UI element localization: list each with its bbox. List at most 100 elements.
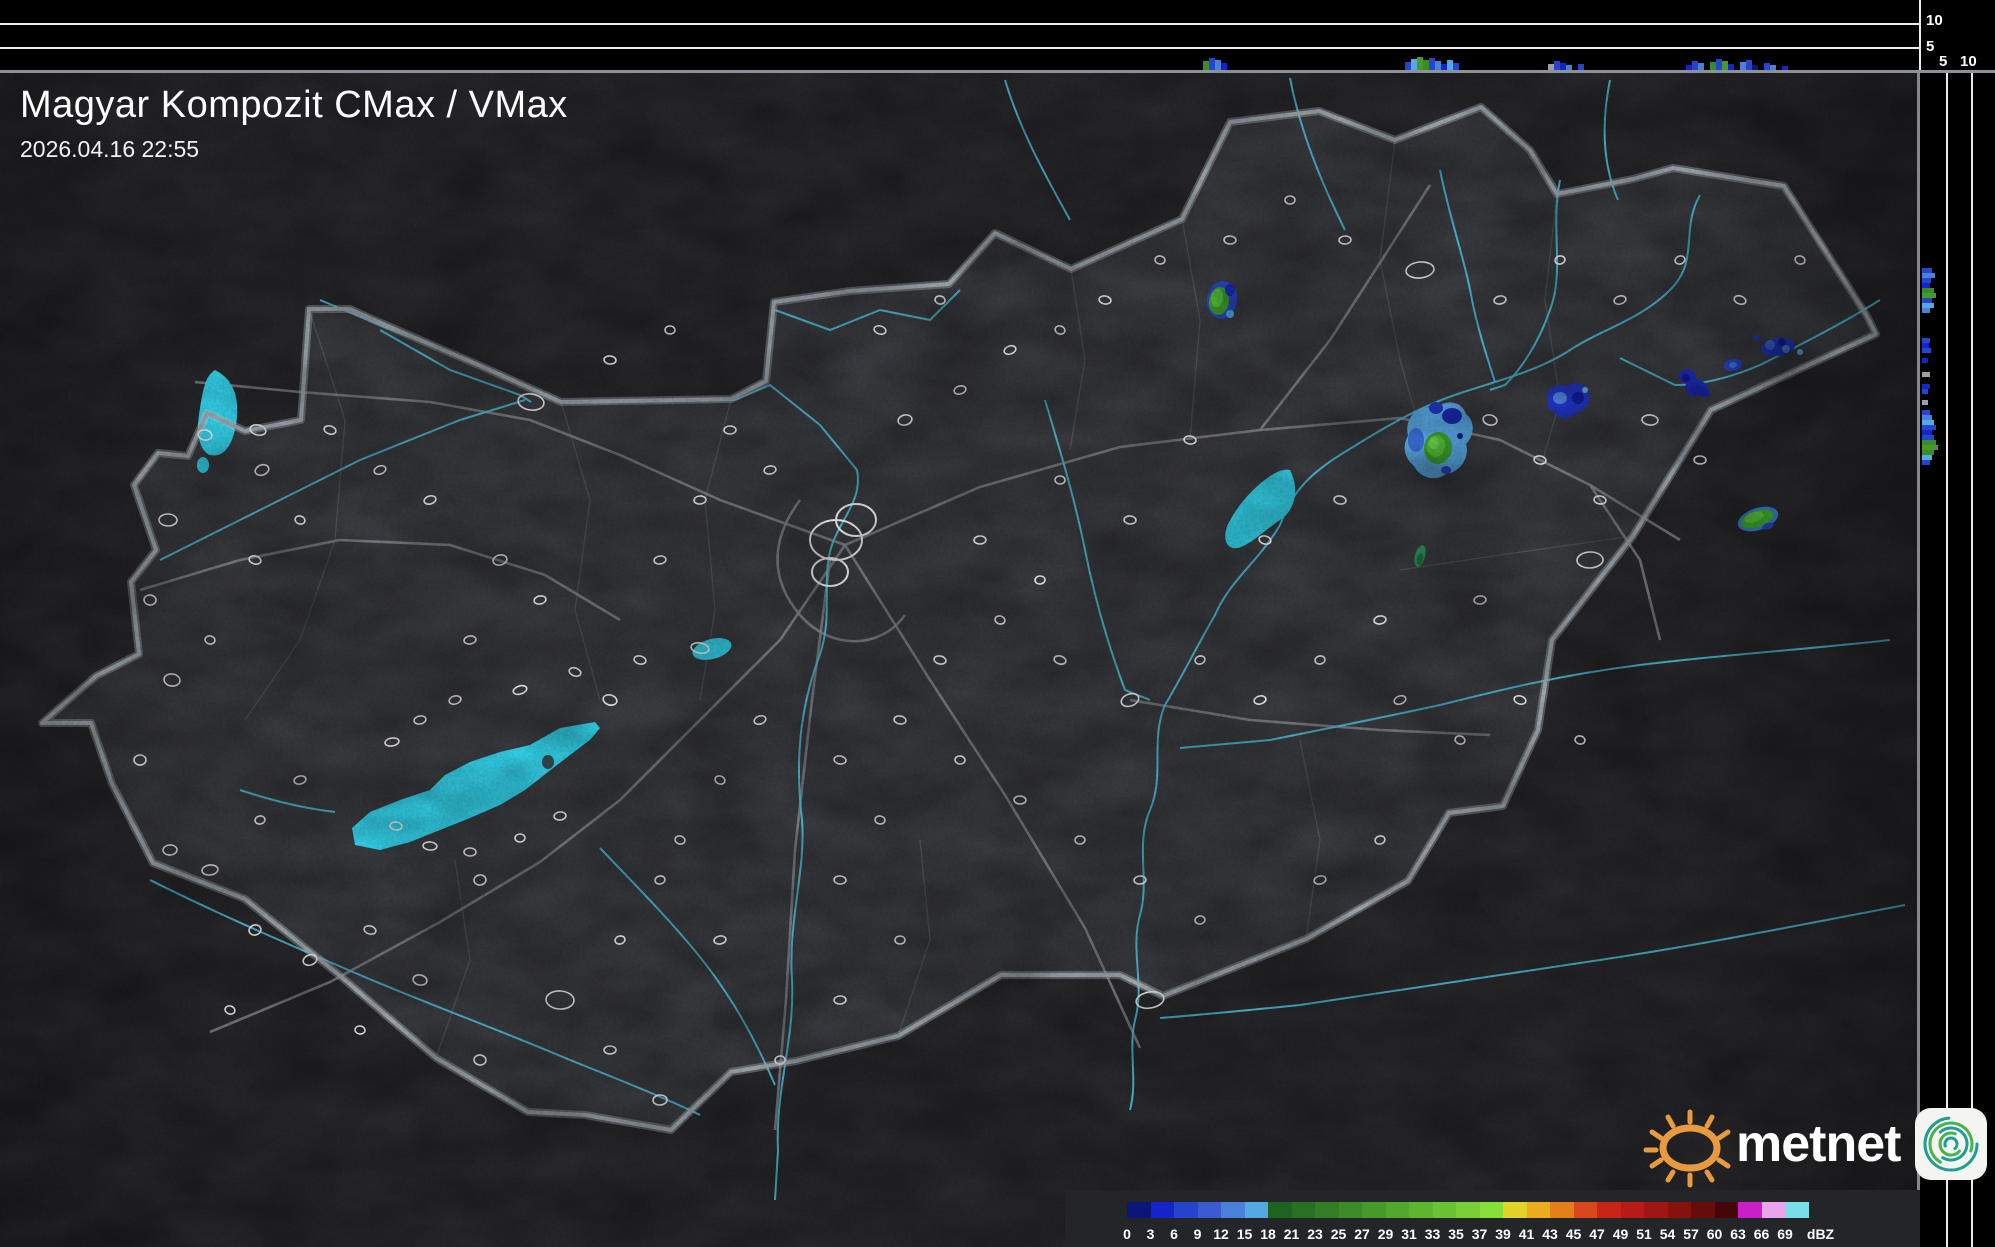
right-profile-cell bbox=[1922, 283, 1930, 288]
dbz-tick-label: 49 bbox=[1612, 1226, 1629, 1242]
right-profile-cell bbox=[1922, 358, 1928, 363]
right-profile-cell bbox=[1922, 445, 1938, 450]
right-axis-label-5: 5 bbox=[1939, 53, 1948, 70]
dbz-color-cell bbox=[1221, 1202, 1245, 1218]
top-profile-cell bbox=[1453, 63, 1459, 70]
right-profile-cell bbox=[1922, 420, 1934, 425]
top-profile-cell bbox=[1578, 64, 1584, 70]
top-profile-cell bbox=[1423, 60, 1429, 70]
top-profile-cell bbox=[1722, 61, 1728, 70]
right-profile-cell bbox=[1922, 389, 1928, 394]
right-profile-cell bbox=[1922, 415, 1932, 420]
right-profile-cell bbox=[1922, 455, 1932, 460]
map-right-border-line bbox=[1917, 72, 1920, 1247]
dbz-unit-label: dBZ bbox=[1806, 1226, 1835, 1242]
top-profile-cell bbox=[1435, 61, 1441, 70]
dbz-color-cell bbox=[1174, 1202, 1198, 1218]
metnet-logo: metnet bbox=[1638, 1098, 1988, 1190]
right-profile-cell bbox=[1922, 348, 1931, 353]
top-profile-cell bbox=[1770, 65, 1776, 70]
dbz-tick-label: 23 bbox=[1307, 1226, 1323, 1242]
dbz-color-cell bbox=[1338, 1202, 1362, 1218]
map-top-border-line bbox=[0, 70, 1995, 73]
top-axis-label-5: 5 bbox=[1926, 38, 1935, 55]
dbz-color-cell bbox=[1761, 1202, 1785, 1218]
top-profile-cell bbox=[1746, 60, 1752, 70]
dbz-tick-label: 25 bbox=[1330, 1226, 1347, 1242]
dbz-color-cell bbox=[1573, 1202, 1597, 1218]
dbz-tick-label: 18 bbox=[1260, 1226, 1276, 1242]
dbz-color-cell bbox=[1526, 1202, 1550, 1218]
top-profile-cell bbox=[1692, 61, 1698, 70]
top-profile-cell bbox=[1764, 63, 1770, 70]
page-title: Magyar Kompozit CMax / VMax bbox=[20, 84, 568, 126]
top-profile-cell bbox=[1782, 66, 1788, 70]
title-block: Magyar Kompozit CMax / VMax 2026.04.16 2… bbox=[20, 84, 568, 163]
right-profile-cell bbox=[1922, 440, 1936, 445]
dbz-legend: 0 3 6 9 12 15 18 21 23 25 27 29 31 33 35 37 39 41 43 45 47 49… bbox=[1065, 1190, 1920, 1247]
dbz-tick-label: 9 bbox=[1193, 1226, 1202, 1242]
dbz-tick-label: 54 bbox=[1659, 1226, 1676, 1242]
top-profile-cell bbox=[1203, 61, 1209, 70]
top-profile-cell bbox=[1447, 60, 1453, 70]
dbz-tick-label: 66 bbox=[1753, 1226, 1770, 1242]
dbz-color-cell bbox=[1620, 1202, 1644, 1218]
dbz-color-cell bbox=[1738, 1202, 1762, 1218]
dbz-tick-label: 45 bbox=[1565, 1226, 1582, 1242]
dbz-tick-label: 41 bbox=[1518, 1226, 1535, 1242]
right-axis-label-10: 10 bbox=[1960, 53, 1977, 70]
dbz-color-cell bbox=[1785, 1202, 1809, 1218]
top-profile-cell bbox=[1429, 58, 1435, 70]
sun-icon bbox=[1643, 1109, 1731, 1188]
right-profile-cell bbox=[1922, 410, 1930, 415]
dbz-color-cell bbox=[1385, 1202, 1409, 1218]
right-profile-cell bbox=[1922, 435, 1934, 440]
top-profile-cell bbox=[1740, 62, 1746, 70]
dbz-color-cell bbox=[1362, 1202, 1386, 1218]
dbz-color-cell bbox=[1667, 1202, 1691, 1218]
dbz-color-cell bbox=[1503, 1202, 1527, 1218]
top-profile-cell bbox=[1686, 65, 1692, 70]
logo-wordmark: metnet bbox=[1736, 1115, 1901, 1173]
dbz-tick-label: 15 bbox=[1236, 1226, 1253, 1242]
right-profile-cell bbox=[1922, 450, 1934, 455]
top-profile-cell bbox=[1221, 63, 1227, 70]
dbz-tick-label: 0 bbox=[1123, 1226, 1131, 1242]
metnet-app-icon bbox=[1915, 1108, 1988, 1180]
dbz-tick-label: 6 bbox=[1170, 1226, 1178, 1242]
top-profile-cell bbox=[1554, 61, 1560, 70]
right-profile-cell bbox=[1922, 278, 1931, 283]
dbz-color-cell bbox=[1315, 1202, 1339, 1218]
dbz-tick-label: 3 bbox=[1146, 1226, 1155, 1242]
top-profile-cell bbox=[1411, 59, 1417, 70]
dbz-tick-label: 57 bbox=[1683, 1226, 1699, 1242]
dbz-tick-label: 63 bbox=[1730, 1226, 1746, 1242]
right-profile-cell bbox=[1922, 293, 1936, 298]
top-profile-cell bbox=[1548, 64, 1554, 70]
top-profile-cell bbox=[1405, 62, 1411, 70]
top-strip-line-10km bbox=[0, 23, 1920, 25]
dbz-tick-label: 27 bbox=[1354, 1226, 1370, 1242]
dbz-color-cell bbox=[1197, 1202, 1221, 1218]
top-profile-cell bbox=[1698, 63, 1704, 70]
right-profile-cell bbox=[1922, 338, 1930, 343]
right-profile-cell bbox=[1922, 303, 1934, 308]
top-profile-cell bbox=[1209, 58, 1215, 70]
dbz-color-cell bbox=[1644, 1202, 1668, 1218]
right-profile-cell bbox=[1922, 430, 1932, 435]
strip-corner-line bbox=[1919, 0, 1921, 72]
top-profile-cell bbox=[1710, 62, 1716, 70]
dbz-color-cell bbox=[1550, 1202, 1574, 1218]
top-strip-line-5km bbox=[0, 47, 1920, 49]
dbz-color-cell bbox=[1691, 1202, 1715, 1218]
dbz-color-cell bbox=[1597, 1202, 1621, 1218]
right-profile-cell bbox=[1922, 298, 1932, 303]
dbz-tick-label: 51 bbox=[1636, 1226, 1652, 1242]
dbz-tick-label: 39 bbox=[1495, 1226, 1511, 1242]
dbz-tick-label: 33 bbox=[1424, 1226, 1441, 1242]
dbz-tick-label: 35 bbox=[1448, 1226, 1464, 1242]
dbz-tick-label: 69 bbox=[1777, 1226, 1793, 1242]
radar-map bbox=[0, 72, 1920, 1247]
dbz-tick-label: 60 bbox=[1706, 1226, 1723, 1242]
dbz-color-cell bbox=[1127, 1202, 1151, 1218]
